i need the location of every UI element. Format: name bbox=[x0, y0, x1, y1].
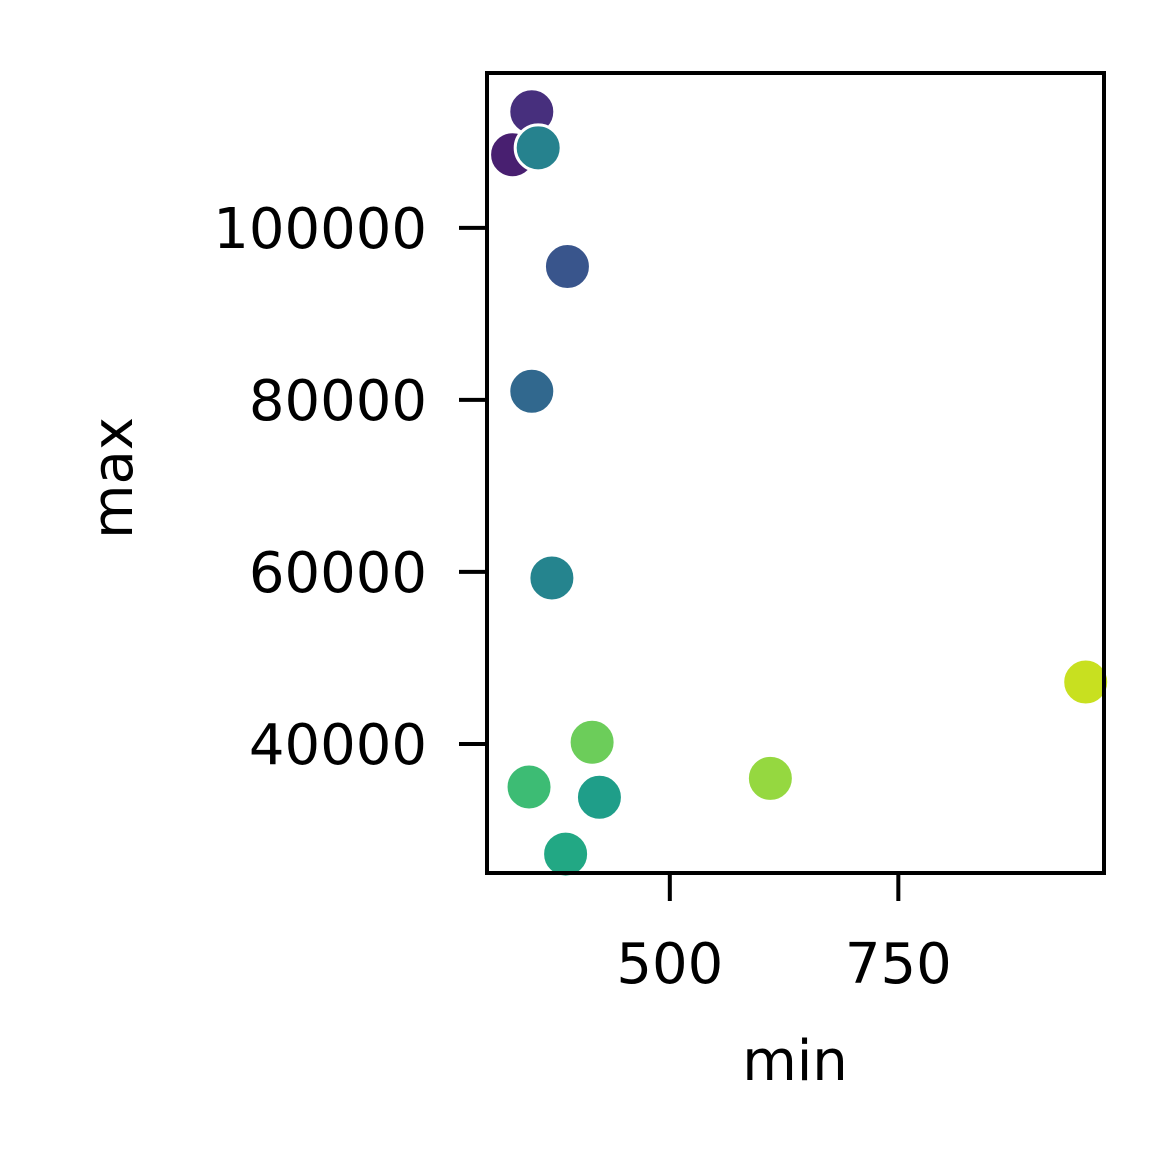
x-tick-label: 500 bbox=[616, 932, 723, 997]
scatter-point bbox=[527, 553, 577, 603]
scatter-point bbox=[541, 829, 591, 879]
x-axis-label: min bbox=[742, 1029, 848, 1094]
y-tick-label: 80000 bbox=[249, 369, 427, 434]
scatter-point bbox=[1061, 657, 1111, 707]
y-tick-label: 40000 bbox=[249, 713, 427, 778]
data-points bbox=[488, 87, 1111, 879]
scatter-point bbox=[574, 772, 624, 822]
y-tick-label: 60000 bbox=[249, 541, 427, 606]
scatter-point bbox=[504, 762, 554, 812]
scatter-point bbox=[745, 753, 795, 803]
scatter-point bbox=[513, 123, 563, 173]
y-tick-label: 100000 bbox=[213, 197, 427, 262]
axis-ticks: 500 750 40000 60000 80000 100000 bbox=[213, 197, 952, 997]
scatter-point bbox=[507, 366, 557, 416]
plot-frame bbox=[485, 71, 1106, 875]
y-axis-label: max bbox=[81, 417, 146, 539]
scatter-point bbox=[542, 242, 592, 292]
x-tick-label: 750 bbox=[845, 932, 952, 997]
scatter-point bbox=[567, 717, 617, 767]
